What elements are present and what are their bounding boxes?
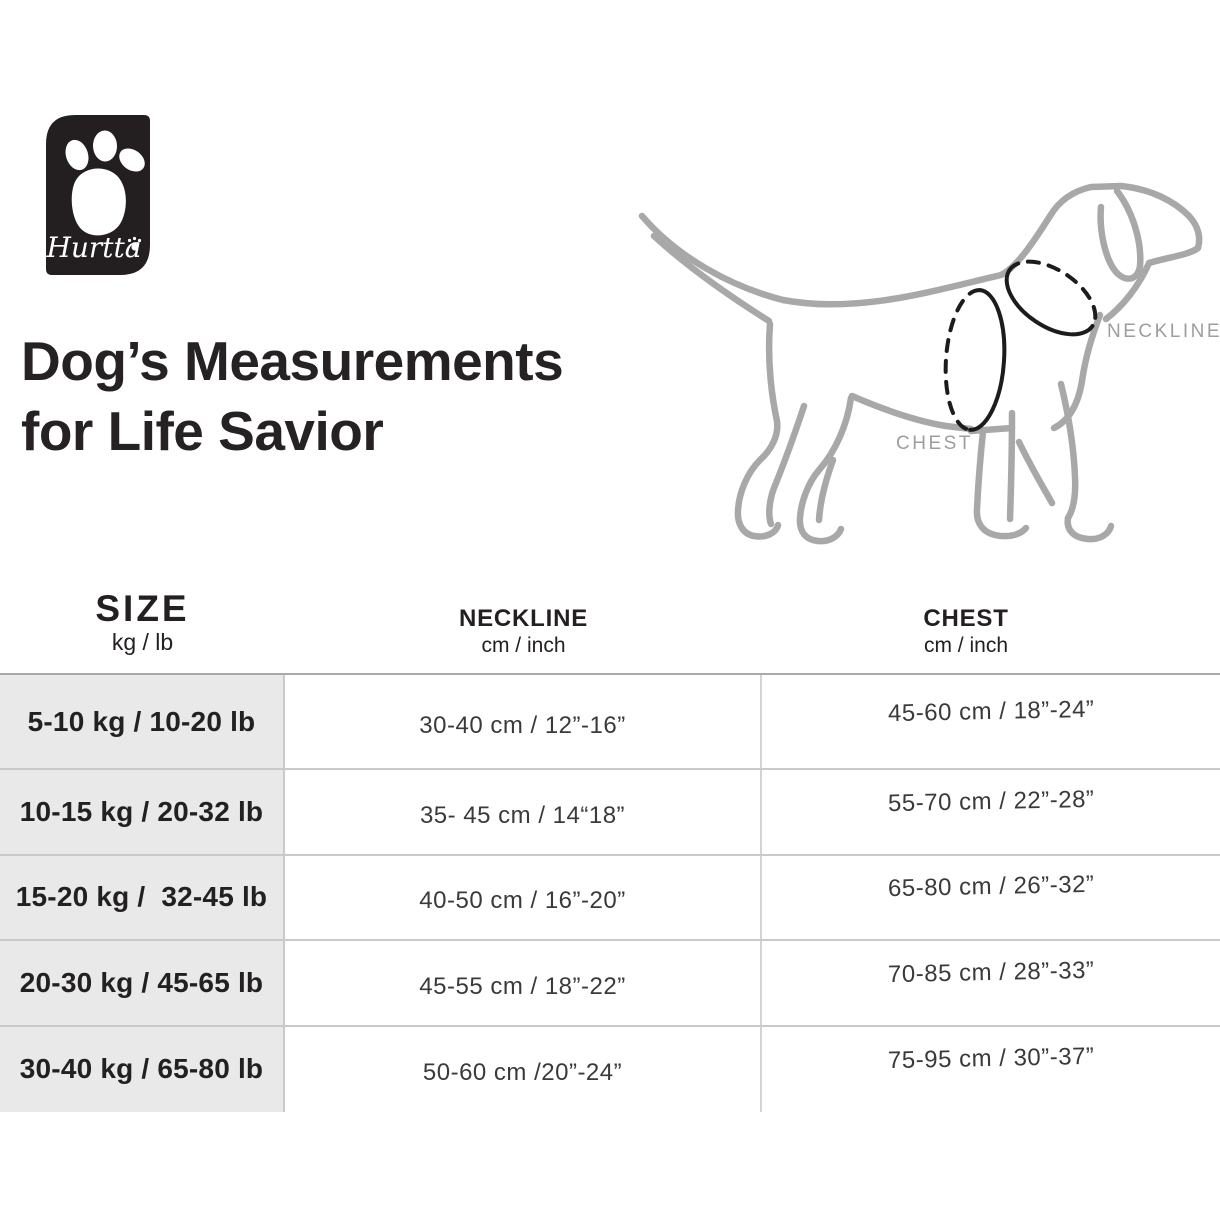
- chest-cell: 70-85 cm / 28”-33”: [887, 956, 1095, 988]
- header-neckline: NECKLINE cm / inch: [285, 606, 762, 658]
- neckline-cell: 40-50 cm / 16”-20”: [285, 855, 762, 939]
- header-neckline-sub: cm / inch: [481, 634, 566, 657]
- chest-cell: 65-80 cm / 26”-32”: [887, 871, 1095, 903]
- header-neckline-title: NECKLINE: [458, 605, 589, 632]
- brand-wordmark: Hurtta: [45, 231, 141, 264]
- header-size-title: SIZE: [95, 588, 190, 629]
- size-cell: 15-20 kg / 32-45 lb: [0, 855, 285, 939]
- neckline-measure-line: [1004, 259, 1098, 337]
- table-row: 10-15 kg / 20-32 lb 35- 45 cm / 14“18” 5…: [0, 770, 1220, 856]
- table-row: 5-10 kg / 10-20 lb 30-40 cm / 12”-16” 45…: [0, 675, 1220, 770]
- header-chest-title: CHEST: [923, 605, 1009, 632]
- chest-cell: 75-95 cm / 30”-37”: [887, 1043, 1095, 1075]
- table-row: 20-30 kg / 45-65 lb 45-55 cm / 18”-22” 7…: [0, 941, 1220, 1027]
- page-title: Dog’s Measurements for Life Savior: [21, 326, 621, 466]
- header-chest: CHEST cm / inch: [762, 606, 1220, 658]
- neckline-cell: 50-60 cm /20”-24”: [285, 1026, 762, 1112]
- size-cell: 10-15 kg / 20-32 lb: [0, 770, 285, 854]
- size-cell: 20-30 kg / 45-65 lb: [0, 941, 285, 1025]
- dog-outline-icon: [638, 182, 1203, 545]
- chest-cell: 55-70 cm / 22”-28”: [887, 785, 1095, 817]
- paw-logo-icon: Hurtta: [45, 115, 150, 275]
- size-cell: 30-40 kg / 65-80 lb: [0, 1026, 285, 1112]
- page-title-line1: Dog’s Measurements: [21, 330, 564, 392]
- header-size-sub: kg / lb: [111, 629, 174, 655]
- header-size: SIZE kg / lb: [0, 588, 285, 656]
- chest-label: CHEST: [896, 433, 973, 454]
- neckline-cell: 45-55 cm / 18”-22”: [285, 941, 762, 1025]
- neckline-label: NECKLINE: [1107, 321, 1220, 342]
- size-table: 5-10 kg / 10-20 lb 30-40 cm / 12”-16” 45…: [0, 673, 1220, 1112]
- hurtta-logo: Hurtta: [45, 114, 151, 276]
- neckline-cell: 35- 45 cm / 14“18”: [285, 770, 762, 854]
- header-chest-sub: cm / inch: [923, 634, 1009, 657]
- dog-illustration: NECKLINE CHEST: [620, 160, 1220, 580]
- size-cell: 5-10 kg / 10-20 lb: [0, 675, 285, 768]
- table-row: 30-40 kg / 65-80 lb 50-60 cm /20”-24” 75…: [0, 1026, 1220, 1112]
- table-row: 15-20 kg / 32-45 lb 40-50 cm / 16”-20” 6…: [0, 855, 1220, 941]
- page-title-line2: for Life Savior: [21, 400, 384, 462]
- neckline-cell: 30-40 cm / 12”-16”: [285, 675, 762, 768]
- chest-cell: 45-60 cm / 18”-24”: [887, 695, 1095, 727]
- chest-measure-line: [943, 288, 1007, 432]
